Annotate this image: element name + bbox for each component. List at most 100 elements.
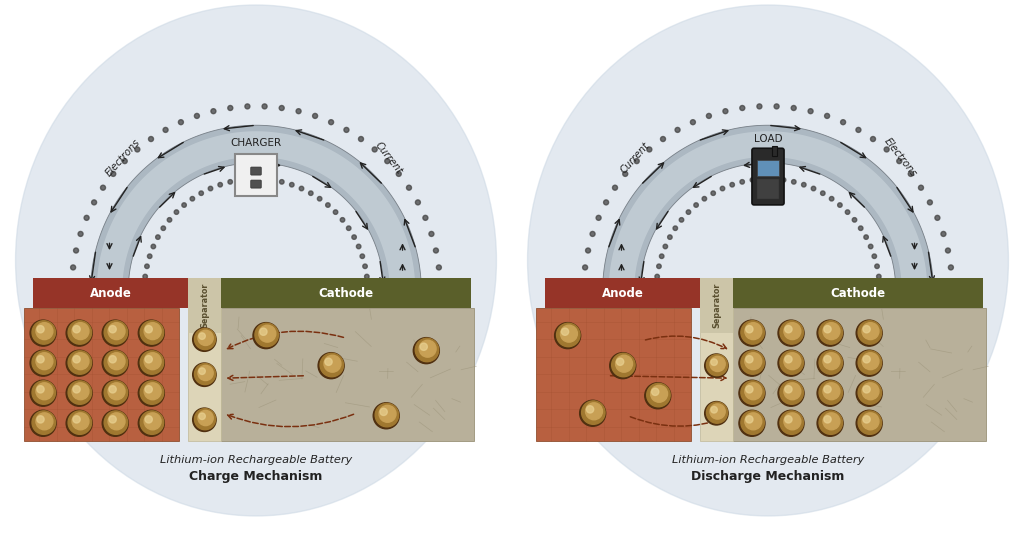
Circle shape bbox=[611, 353, 635, 377]
Circle shape bbox=[67, 410, 92, 436]
Circle shape bbox=[152, 244, 156, 249]
Circle shape bbox=[255, 324, 279, 347]
FancyBboxPatch shape bbox=[603, 278, 640, 291]
Circle shape bbox=[862, 353, 879, 370]
Circle shape bbox=[863, 326, 870, 333]
FancyBboxPatch shape bbox=[772, 146, 777, 156]
Circle shape bbox=[580, 400, 606, 426]
Circle shape bbox=[32, 321, 55, 344]
Circle shape bbox=[858, 381, 882, 404]
Circle shape bbox=[673, 226, 678, 230]
Circle shape bbox=[862, 322, 879, 340]
Circle shape bbox=[30, 410, 56, 436]
Circle shape bbox=[326, 203, 330, 207]
Circle shape bbox=[182, 203, 186, 207]
Circle shape bbox=[744, 413, 762, 430]
Circle shape bbox=[312, 114, 317, 118]
Text: CHARGER: CHARGER bbox=[230, 138, 282, 148]
Circle shape bbox=[69, 411, 91, 434]
Circle shape bbox=[862, 413, 879, 430]
Circle shape bbox=[144, 264, 150, 268]
Circle shape bbox=[69, 381, 91, 404]
FancyBboxPatch shape bbox=[33, 278, 188, 308]
Polygon shape bbox=[91, 125, 421, 291]
Circle shape bbox=[774, 104, 779, 109]
Circle shape bbox=[858, 226, 863, 230]
Circle shape bbox=[67, 380, 92, 406]
Circle shape bbox=[73, 355, 80, 363]
Circle shape bbox=[144, 322, 161, 340]
Circle shape bbox=[373, 403, 399, 429]
Circle shape bbox=[433, 248, 438, 253]
Circle shape bbox=[824, 355, 831, 363]
Circle shape bbox=[739, 410, 765, 436]
Circle shape bbox=[884, 147, 889, 152]
Circle shape bbox=[740, 180, 744, 184]
Circle shape bbox=[72, 383, 89, 400]
Circle shape bbox=[710, 404, 725, 419]
Circle shape bbox=[784, 355, 793, 363]
Circle shape bbox=[325, 358, 332, 365]
Circle shape bbox=[356, 244, 360, 249]
Circle shape bbox=[877, 274, 881, 279]
Circle shape bbox=[259, 325, 275, 342]
Circle shape bbox=[824, 415, 831, 423]
Circle shape bbox=[820, 191, 825, 195]
Circle shape bbox=[784, 383, 801, 400]
Circle shape bbox=[249, 177, 253, 181]
FancyBboxPatch shape bbox=[384, 278, 421, 291]
Circle shape bbox=[751, 177, 755, 182]
Circle shape bbox=[823, 353, 840, 370]
Text: Lithium-ion Rechargeable Battery: Lithium-ion Rechargeable Battery bbox=[672, 455, 864, 465]
FancyBboxPatch shape bbox=[700, 278, 733, 333]
Circle shape bbox=[161, 226, 166, 230]
Circle shape bbox=[741, 351, 764, 374]
Circle shape bbox=[707, 354, 727, 375]
Circle shape bbox=[720, 186, 725, 191]
FancyBboxPatch shape bbox=[758, 160, 778, 176]
Circle shape bbox=[711, 191, 716, 195]
Ellipse shape bbox=[527, 5, 1009, 516]
Circle shape bbox=[557, 324, 580, 347]
Polygon shape bbox=[608, 131, 928, 291]
Circle shape bbox=[650, 385, 668, 403]
Circle shape bbox=[647, 147, 652, 152]
Text: Separator: Separator bbox=[200, 283, 209, 328]
Circle shape bbox=[784, 415, 793, 423]
Circle shape bbox=[135, 147, 140, 152]
Circle shape bbox=[104, 321, 128, 344]
Circle shape bbox=[109, 326, 117, 333]
Text: Lithium-ion Rechargeable Battery: Lithium-ion Rechargeable Battery bbox=[160, 455, 352, 465]
FancyBboxPatch shape bbox=[234, 154, 278, 196]
Text: Separator: Separator bbox=[712, 283, 721, 328]
Circle shape bbox=[823, 322, 840, 340]
Circle shape bbox=[792, 180, 796, 184]
Circle shape bbox=[668, 235, 672, 239]
Text: Electrons: Electrons bbox=[883, 136, 919, 179]
Circle shape bbox=[74, 248, 79, 253]
Circle shape bbox=[84, 215, 89, 220]
Circle shape bbox=[838, 203, 842, 207]
Circle shape bbox=[340, 217, 345, 222]
Circle shape bbox=[145, 415, 153, 423]
Circle shape bbox=[778, 410, 804, 436]
Circle shape bbox=[37, 326, 44, 333]
Circle shape bbox=[856, 127, 861, 133]
Circle shape bbox=[144, 413, 161, 430]
Circle shape bbox=[36, 353, 53, 370]
Circle shape bbox=[32, 411, 55, 434]
Circle shape bbox=[211, 109, 216, 114]
Circle shape bbox=[174, 210, 179, 214]
Circle shape bbox=[616, 358, 624, 365]
Circle shape bbox=[582, 401, 605, 424]
Circle shape bbox=[561, 328, 568, 335]
Circle shape bbox=[198, 330, 213, 346]
Circle shape bbox=[37, 386, 44, 393]
Circle shape bbox=[269, 177, 273, 182]
FancyBboxPatch shape bbox=[91, 278, 128, 291]
Circle shape bbox=[218, 182, 222, 187]
Circle shape bbox=[167, 217, 172, 222]
Circle shape bbox=[711, 406, 718, 413]
Circle shape bbox=[195, 328, 215, 349]
Circle shape bbox=[784, 386, 793, 393]
